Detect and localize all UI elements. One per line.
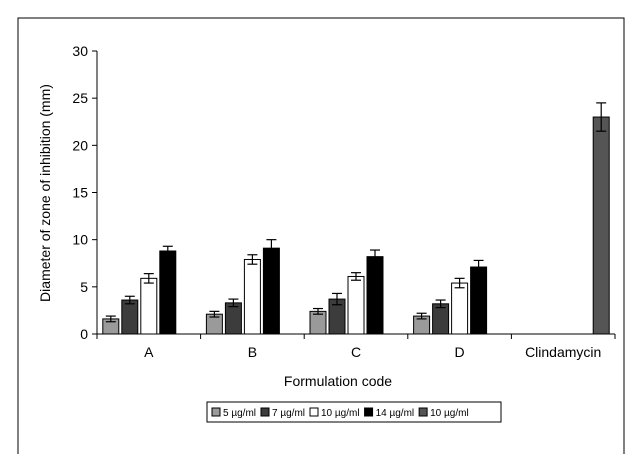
y-tick-label: 25 (72, 90, 88, 106)
y-tick-label: 10 (72, 232, 88, 248)
x-tick-label: B (248, 344, 257, 360)
legend-entry: 7 µg/ml (272, 408, 305, 419)
bar (347, 275, 365, 335)
bar (592, 116, 610, 335)
bar (470, 266, 488, 335)
legend-entry: 5 µg/ml (223, 408, 256, 419)
bar (121, 299, 139, 335)
y-tick-label: 15 (72, 185, 88, 201)
x-axis-label: Formulation code (284, 373, 392, 389)
x-tick-label: A (144, 344, 154, 360)
bar (262, 247, 280, 335)
y-tick-label: 5 (80, 279, 88, 295)
error-bars (105, 102, 607, 323)
y-tick-label: 20 (72, 137, 88, 153)
x-tick-label: C (351, 344, 361, 360)
legend: 5 µg/ml 7 µg/ml 10 µg/ml 14 µg/ml 10 µg/ml (206, 401, 502, 423)
legend-swatch (260, 407, 270, 417)
legend-swatch (418, 407, 428, 417)
bar (243, 258, 261, 335)
x-tick-label: D (455, 344, 465, 360)
axes: 0 5 10 15 20 25 30 A B C D Clindamycin (72, 43, 616, 360)
y-tick-label: 0 (80, 326, 88, 342)
bar (366, 256, 384, 335)
y-tick-label: 30 (72, 43, 88, 59)
x-tick-label: Clindamycin (525, 344, 601, 360)
legend-entry: 14 µg/ml (376, 408, 415, 419)
legend-entry: 10 µg/ml (430, 408, 469, 419)
legend-box (206, 401, 502, 423)
legend-entry: 10 µg/ml (321, 408, 360, 419)
legend-swatch (309, 407, 319, 417)
bars (102, 116, 610, 335)
bar (159, 250, 177, 335)
bar (224, 302, 242, 335)
legend-swatch (364, 407, 374, 417)
legend-swatch (211, 407, 221, 417)
bar (432, 303, 450, 335)
y-axis-label: Diameter of zone of inhibition (mm) (37, 84, 53, 302)
bar (140, 277, 158, 335)
bar (451, 282, 469, 335)
